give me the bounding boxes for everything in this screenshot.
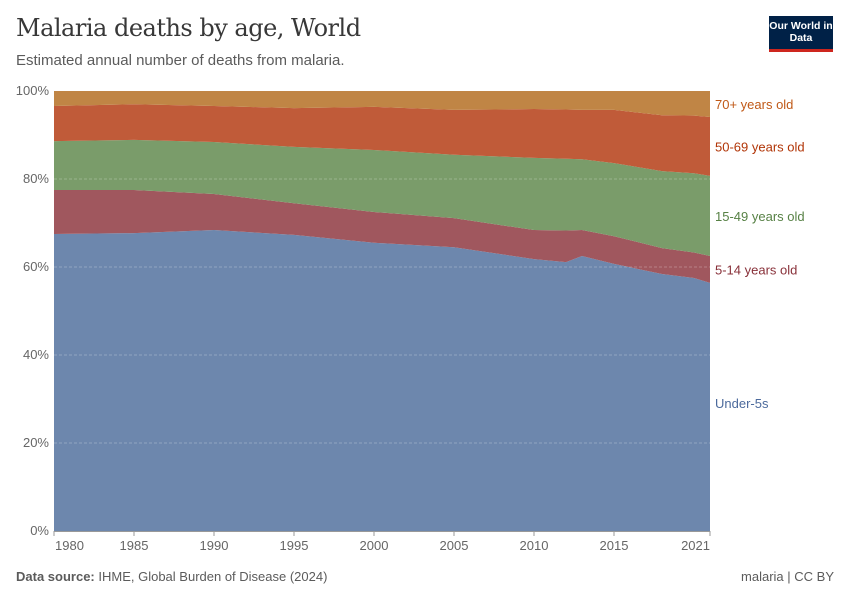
source-text[interactable]: IHME, Global Burden of Disease (2024) <box>98 569 328 584</box>
legend-label: 5-14 years old <box>715 262 797 277</box>
license[interactable]: malaria | CC BY <box>741 569 834 584</box>
x-tick-label: 1980 <box>55 538 84 553</box>
logo-text: Our World in Data <box>769 20 833 44</box>
x-tick-label: 2010 <box>520 538 549 553</box>
legend-label: 15-49 years old <box>715 209 805 224</box>
x-tick-label: 2021 <box>681 538 710 553</box>
legend-label: 70+ years old <box>715 97 793 112</box>
x-tick-label: 2000 <box>360 538 389 553</box>
area-15-49-years-old <box>54 139 710 256</box>
y-tick-label: 20% <box>23 435 49 450</box>
x-tick-label: 1995 <box>280 538 309 553</box>
area-5-14-years-old <box>54 190 710 283</box>
owid-logo[interactable]: Our World in Data <box>769 16 833 52</box>
x-tick-label: 1990 <box>200 538 229 553</box>
data-source: Data source: IHME, Global Burden of Dise… <box>16 569 327 584</box>
x-tick-label: 2005 <box>440 538 469 553</box>
chart-title: Malaria deaths by age, World <box>16 14 361 42</box>
y-tick-label: 80% <box>23 171 49 186</box>
x-tick-label: 2015 <box>600 538 629 553</box>
x-tick-label: 1985 <box>120 538 149 553</box>
y-tick-label: 100% <box>16 83 50 98</box>
legend-label: 50-69 years old <box>715 139 805 154</box>
y-tick-label: 60% <box>23 259 49 274</box>
source-label: Data source: <box>16 569 95 584</box>
chart-subtitle: Estimated annual number of deaths from m… <box>16 52 345 69</box>
area-50-69-years-old <box>54 104 710 176</box>
area-under-5s <box>54 230 710 532</box>
area-70-years-old <box>54 91 710 117</box>
legend-label: Under-5s <box>715 396 769 411</box>
y-tick-label: 40% <box>23 347 49 362</box>
y-tick-label: 0% <box>30 523 49 538</box>
